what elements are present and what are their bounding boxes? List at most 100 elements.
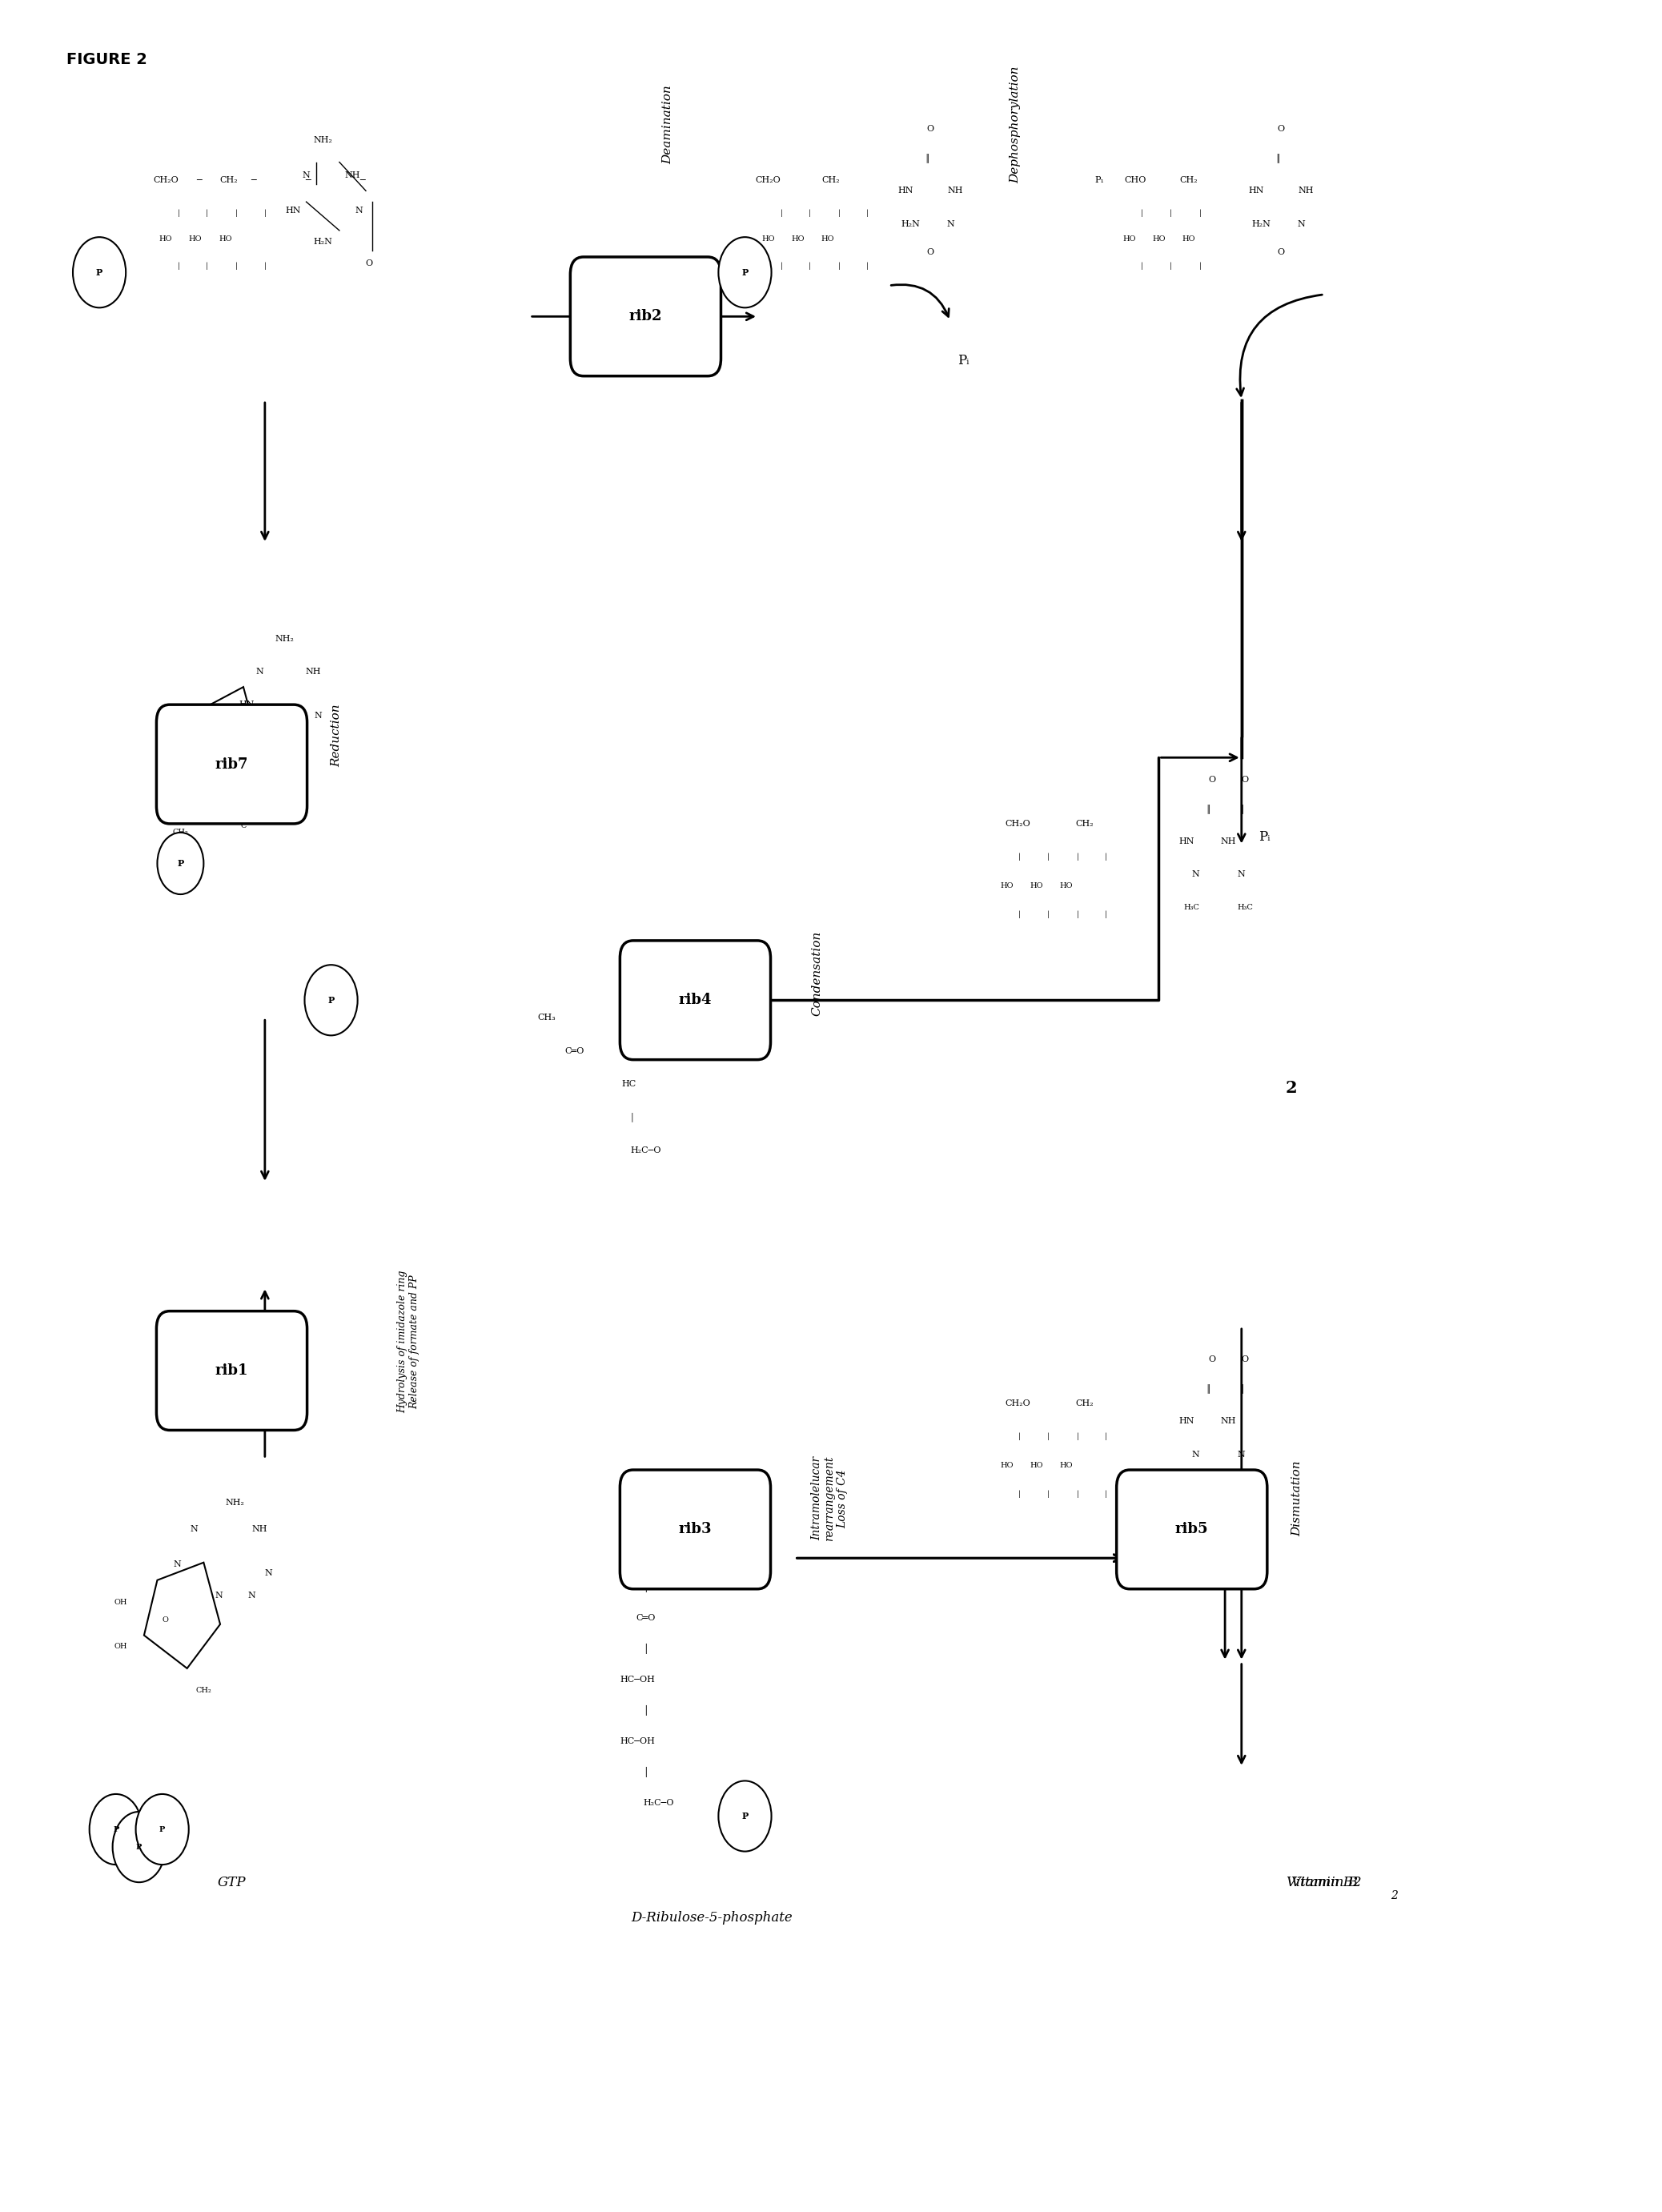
Text: HN: HN — [286, 206, 301, 215]
Text: │: │ — [838, 261, 841, 270]
Circle shape — [304, 964, 357, 1035]
Text: O: O — [927, 248, 934, 257]
Text: N: N — [1238, 1451, 1245, 1458]
Text: H₃C: H₃C — [1237, 905, 1253, 911]
Text: P: P — [741, 268, 748, 276]
Text: P: P — [327, 995, 334, 1004]
Text: CH₂: CH₂ — [173, 830, 188, 836]
Text: Hydrolysis of imidazole ring
Release of formate and PP: Hydrolysis of imidazole ring Release of … — [397, 1270, 420, 1413]
Text: NH: NH — [947, 186, 962, 195]
Text: │: │ — [1017, 911, 1022, 918]
Text: HN: HN — [1178, 1418, 1195, 1425]
Text: Reduction: Reduction — [331, 703, 342, 768]
Text: Pᵢ: Pᵢ — [957, 354, 969, 367]
Text: P: P — [113, 1825, 120, 1834]
Text: │: │ — [643, 1582, 648, 1593]
Text: HO: HO — [761, 237, 774, 243]
Text: H₂N: H₂N — [1251, 219, 1271, 228]
FancyBboxPatch shape — [156, 1312, 307, 1431]
Text: Intramolelucar
rearrangement
Loss of C4: Intramolelucar rearrangement Loss of C4 — [811, 1455, 848, 1542]
Text: N: N — [356, 206, 362, 215]
Circle shape — [718, 237, 771, 307]
Text: O: O — [927, 126, 934, 133]
Text: P: P — [741, 1812, 748, 1820]
Text: │: │ — [1017, 854, 1022, 860]
Text: │: │ — [1104, 1433, 1109, 1440]
Text: N: N — [946, 219, 954, 228]
Circle shape — [90, 1794, 143, 1865]
Text: │: │ — [1045, 854, 1050, 860]
Text: rib4: rib4 — [678, 993, 711, 1006]
Text: Condensation: Condensation — [811, 931, 823, 1015]
Text: NH₂: NH₂ — [312, 137, 332, 144]
Text: │: │ — [1045, 1433, 1050, 1440]
Text: N: N — [1192, 872, 1198, 878]
Text: │: │ — [1104, 854, 1109, 860]
Text: CH₂: CH₂ — [219, 175, 238, 184]
Text: │: │ — [1017, 1491, 1022, 1498]
Text: CH₂: CH₂ — [823, 175, 839, 184]
Text: │: │ — [176, 261, 181, 270]
Text: NH: NH — [253, 1526, 268, 1533]
Text: │: │ — [1017, 1433, 1022, 1440]
Text: │: │ — [643, 1705, 648, 1717]
Text: N: N — [1298, 219, 1305, 228]
Text: Pᵢ: Pᵢ — [1258, 830, 1270, 843]
Text: HO: HO — [1182, 237, 1195, 243]
Text: FIGURE 2: FIGURE 2 — [66, 51, 146, 66]
FancyBboxPatch shape — [620, 940, 771, 1060]
Text: N: N — [256, 668, 264, 675]
Circle shape — [136, 1794, 189, 1865]
FancyBboxPatch shape — [1117, 1471, 1266, 1588]
Text: HO: HO — [1059, 1462, 1072, 1469]
Text: │: │ — [204, 261, 209, 270]
Text: rib5: rib5 — [1175, 1522, 1208, 1537]
Text: N: N — [248, 1593, 256, 1599]
Text: │: │ — [1075, 854, 1080, 860]
Text: HC─OH: HC─OH — [620, 1736, 655, 1745]
FancyBboxPatch shape — [156, 706, 307, 823]
Text: P₁: P₁ — [1094, 175, 1104, 184]
Text: │: │ — [1075, 1433, 1080, 1440]
Text: NH: NH — [1220, 838, 1237, 845]
Text: OH: OH — [163, 768, 176, 774]
Text: HO: HO — [189, 237, 203, 243]
Text: 2: 2 — [1285, 1079, 1296, 1097]
FancyBboxPatch shape — [620, 1471, 771, 1588]
Text: │: │ — [808, 210, 811, 217]
Text: rib2: rib2 — [628, 310, 661, 323]
Text: O: O — [1278, 126, 1285, 133]
Text: N: N — [214, 1593, 223, 1599]
Text: ║: ║ — [1240, 803, 1243, 814]
FancyBboxPatch shape — [570, 257, 721, 376]
Text: │: │ — [1075, 911, 1080, 918]
Text: CH₂O: CH₂O — [153, 175, 178, 184]
Text: OH: OH — [115, 1644, 128, 1650]
Text: P: P — [178, 858, 184, 867]
Text: │: │ — [234, 210, 239, 217]
Text: │: │ — [1168, 261, 1172, 270]
Text: HO: HO — [218, 237, 231, 243]
Text: H₃C: H₃C — [1173, 1484, 1190, 1491]
Text: │: │ — [204, 210, 209, 217]
Text: HC─OH: HC─OH — [620, 1674, 655, 1683]
Text: │: │ — [1140, 261, 1143, 270]
Text: HC: HC — [622, 1079, 637, 1088]
Text: rib1: rib1 — [214, 1363, 248, 1378]
Text: C: C — [241, 823, 246, 830]
Text: ─: ─ — [306, 175, 311, 184]
Text: │: │ — [263, 210, 268, 217]
Text: N: N — [1238, 872, 1245, 878]
Text: │: │ — [1168, 210, 1172, 217]
Text: │: │ — [176, 210, 181, 217]
Circle shape — [73, 237, 126, 307]
Text: CH₃: CH₃ — [537, 1013, 555, 1022]
Text: HO: HO — [1059, 883, 1072, 889]
Text: N: N — [264, 1571, 273, 1577]
Text: N: N — [314, 712, 322, 719]
Text: HO: HO — [1001, 1462, 1014, 1469]
Text: │: │ — [1045, 1491, 1050, 1498]
Text: N: N — [189, 1526, 198, 1533]
Text: Deamination: Deamination — [661, 84, 673, 164]
Circle shape — [718, 1781, 771, 1851]
